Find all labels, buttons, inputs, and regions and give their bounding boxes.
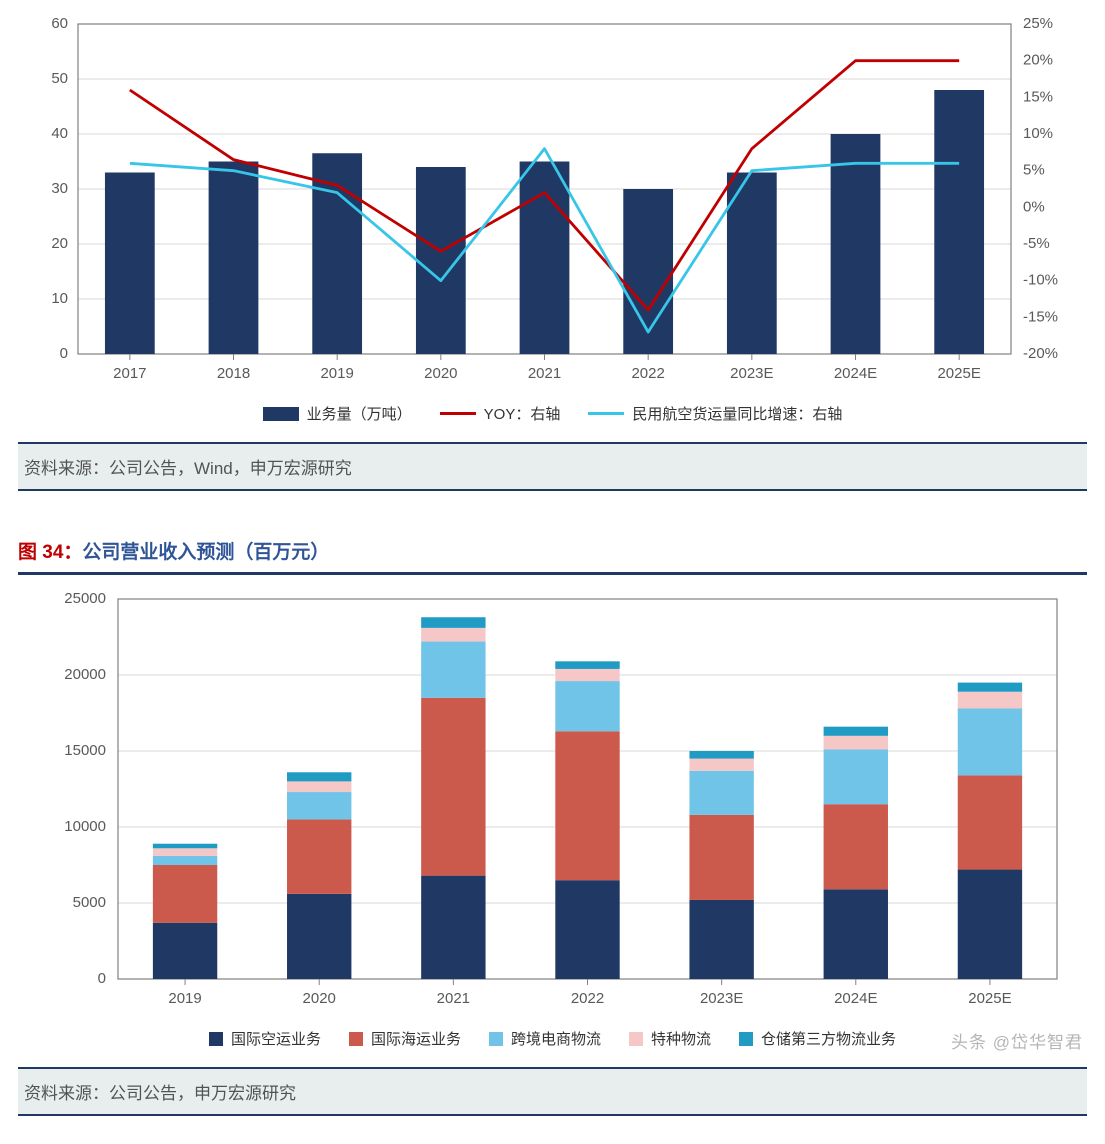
svg-text:5000: 5000 — [73, 894, 106, 911]
chart1-svg: 0 10 20 30 40 50 60 -20% -15% -10% -5% 0% 5% 10% 15% 20… — [18, 10, 1087, 390]
figure-34-title: 图 34：公司营业收入预测（百万元） — [18, 531, 1087, 575]
svg-text:0%: 0% — [1023, 198, 1045, 215]
revenue-forecast-chart: 0 5000 10000 15000 20000 25000 2019 2020 2021 202… — [18, 585, 1087, 1049]
figure-title-text: 公司营业收入预测（百万元） — [82, 542, 329, 563]
svg-text:2022: 2022 — [631, 365, 664, 382]
svg-text:15000: 15000 — [64, 742, 106, 759]
svg-text:2021: 2021 — [437, 990, 470, 1007]
svg-text:40: 40 — [51, 125, 68, 142]
figure-prefix: 图 34： — [18, 542, 82, 563]
legend-item-bars: 业务量（万吨） — [263, 403, 412, 424]
svg-text:20%: 20% — [1023, 52, 1053, 69]
svg-text:2025E: 2025E — [968, 990, 1011, 1007]
svg-text:2020: 2020 — [424, 365, 457, 382]
chart2-svg: 0 5000 10000 15000 20000 25000 2019 2020 2021 202… — [18, 585, 1087, 1015]
svg-text:20: 20 — [51, 235, 68, 252]
svg-text:2023E: 2023E — [700, 990, 743, 1007]
svg-text:10%: 10% — [1023, 125, 1053, 142]
svg-text:0: 0 — [98, 970, 106, 987]
svg-text:-15%: -15% — [1023, 308, 1058, 325]
chart2-legend: 国际空运业务 国际海运业务 跨境电商物流 特种物流 仓储第三方物流业务 — [18, 1028, 1087, 1049]
svg-text:0: 0 — [60, 345, 68, 362]
svg-text:20000: 20000 — [64, 666, 106, 683]
svg-text:25000: 25000 — [64, 590, 106, 607]
svg-text:30: 30 — [51, 180, 68, 197]
svg-text:2019: 2019 — [320, 365, 353, 382]
svg-text:-20%: -20% — [1023, 345, 1058, 362]
svg-text:2018: 2018 — [217, 365, 250, 382]
legend-item-series-1: 国际海运业务 — [349, 1028, 461, 1049]
chart1-legend: 业务量（万吨） YOY：右轴 民用航空货运量同比增速：右轴 — [18, 403, 1087, 424]
svg-text:5%: 5% — [1023, 162, 1045, 179]
svg-text:50: 50 — [51, 70, 68, 87]
legend-item-line-1: 民用航空货运量同比增速：右轴 — [588, 403, 842, 424]
svg-text:2024E: 2024E — [834, 365, 877, 382]
svg-text:60: 60 — [51, 15, 68, 32]
svg-text:-5%: -5% — [1023, 235, 1050, 252]
legend-item-series-0: 国际空运业务 — [209, 1028, 321, 1049]
legend-item-line-0: YOY：右轴 — [440, 403, 561, 424]
svg-text:2025E: 2025E — [937, 365, 980, 382]
legend-item-series-3: 特种物流 — [629, 1028, 711, 1049]
business-volume-chart: 0 10 20 30 40 50 60 -20% -15% -10% -5% 0% 5% 10% 15% 20… — [18, 10, 1087, 424]
svg-text:-10%: -10% — [1023, 272, 1058, 289]
svg-text:2019: 2019 — [168, 990, 201, 1007]
svg-text:2022: 2022 — [571, 990, 604, 1007]
legend-item-series-2: 跨境电商物流 — [489, 1028, 601, 1049]
svg-text:10000: 10000 — [64, 818, 106, 835]
svg-text:25%: 25% — [1023, 15, 1053, 32]
svg-text:2023E: 2023E — [730, 365, 773, 382]
source-1: 资料来源：公司公告，Wind，申万宏源研究 — [18, 442, 1087, 491]
svg-text:2020: 2020 — [303, 990, 336, 1007]
legend-item-series-4: 仓储第三方物流业务 — [739, 1028, 896, 1049]
svg-text:2021: 2021 — [528, 365, 561, 382]
watermark: 头条 @岱华智君 — [951, 1028, 1083, 1053]
svg-text:15%: 15% — [1023, 88, 1053, 105]
svg-text:2024E: 2024E — [834, 990, 877, 1007]
source-2: 资料来源：公司公告，申万宏源研究 — [18, 1067, 1087, 1116]
svg-text:2017: 2017 — [113, 365, 146, 382]
svg-text:10: 10 — [51, 290, 68, 307]
